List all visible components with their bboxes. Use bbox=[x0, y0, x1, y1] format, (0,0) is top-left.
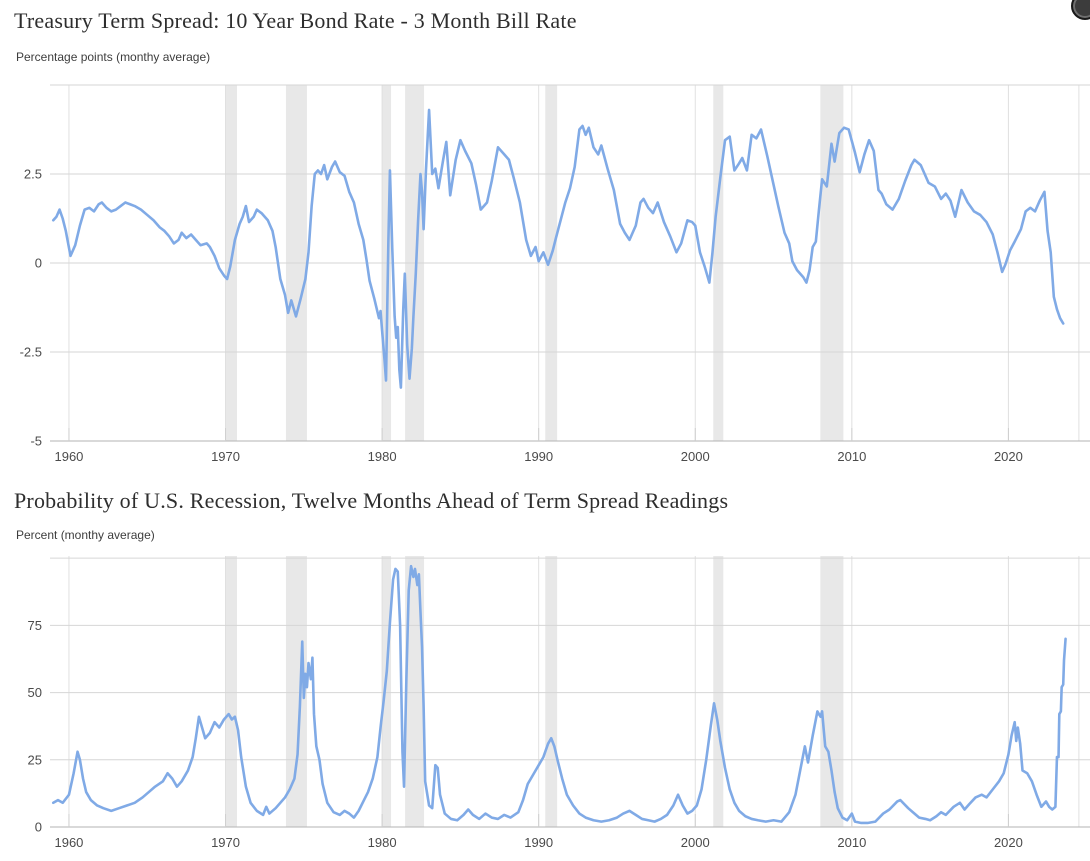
x-axis-label: 2010 bbox=[837, 835, 866, 850]
recession-band bbox=[285, 556, 307, 827]
y-axis-label: 0 bbox=[35, 820, 42, 835]
recession-band bbox=[820, 556, 844, 827]
x-axis-label: 2020 bbox=[994, 449, 1023, 464]
x-axis-label: 2000 bbox=[681, 449, 710, 464]
recession-probability-line-chart: 75 50 25 0 1960 1970 1980 1990 2000 2010 2020 bbox=[28, 556, 1090, 850]
y-axis-label: 25 bbox=[28, 752, 42, 767]
term-spread-line-chart: 2.5 0 -2.5 -5 1960 1970 1980 1990 2000 2010 2020 bbox=[20, 84, 1090, 464]
x-axis-label: 1980 bbox=[368, 835, 397, 850]
chart2-title: Probability of U.S. Recession, Twelve Mo… bbox=[14, 488, 729, 513]
y-axis-label: 0 bbox=[35, 256, 42, 271]
x-axis-label: 2010 bbox=[837, 449, 866, 464]
corner-badge-icon[interactable] bbox=[1071, 0, 1090, 20]
recession-band bbox=[713, 556, 724, 827]
y-axis-label: 75 bbox=[28, 618, 42, 633]
recession-band bbox=[225, 556, 237, 827]
chart1-title: Treasury Term Spread: 10 Year Bond Rate … bbox=[14, 8, 577, 33]
recession-band bbox=[382, 556, 392, 827]
x-axis-label: 2020 bbox=[994, 835, 1023, 850]
data-line bbox=[51, 564, 1067, 825]
y-axis-label: -2.5 bbox=[20, 345, 42, 360]
x-axis-label: 1960 bbox=[54, 449, 83, 464]
y-axis-label: 2.5 bbox=[24, 167, 42, 182]
x-axis-label: 1990 bbox=[524, 835, 553, 850]
x-axis-label: 2000 bbox=[681, 835, 710, 850]
x-axis-label: 1980 bbox=[368, 449, 397, 464]
x-axis-label: 1990 bbox=[524, 449, 553, 464]
y-axis-label: 50 bbox=[28, 685, 42, 700]
chart2-subtitle: Percent (monthy average) bbox=[16, 528, 155, 542]
recession-band bbox=[405, 556, 425, 827]
chart1-subtitle: Percentage points (monthy average) bbox=[16, 50, 211, 64]
recession-band bbox=[545, 556, 558, 827]
x-axis-label: 1970 bbox=[211, 835, 240, 850]
x-axis-label: 1970 bbox=[211, 449, 240, 464]
x-axis-label: 1960 bbox=[54, 835, 83, 850]
y-axis-label: -5 bbox=[30, 434, 42, 449]
data-line bbox=[51, 108, 1065, 389]
